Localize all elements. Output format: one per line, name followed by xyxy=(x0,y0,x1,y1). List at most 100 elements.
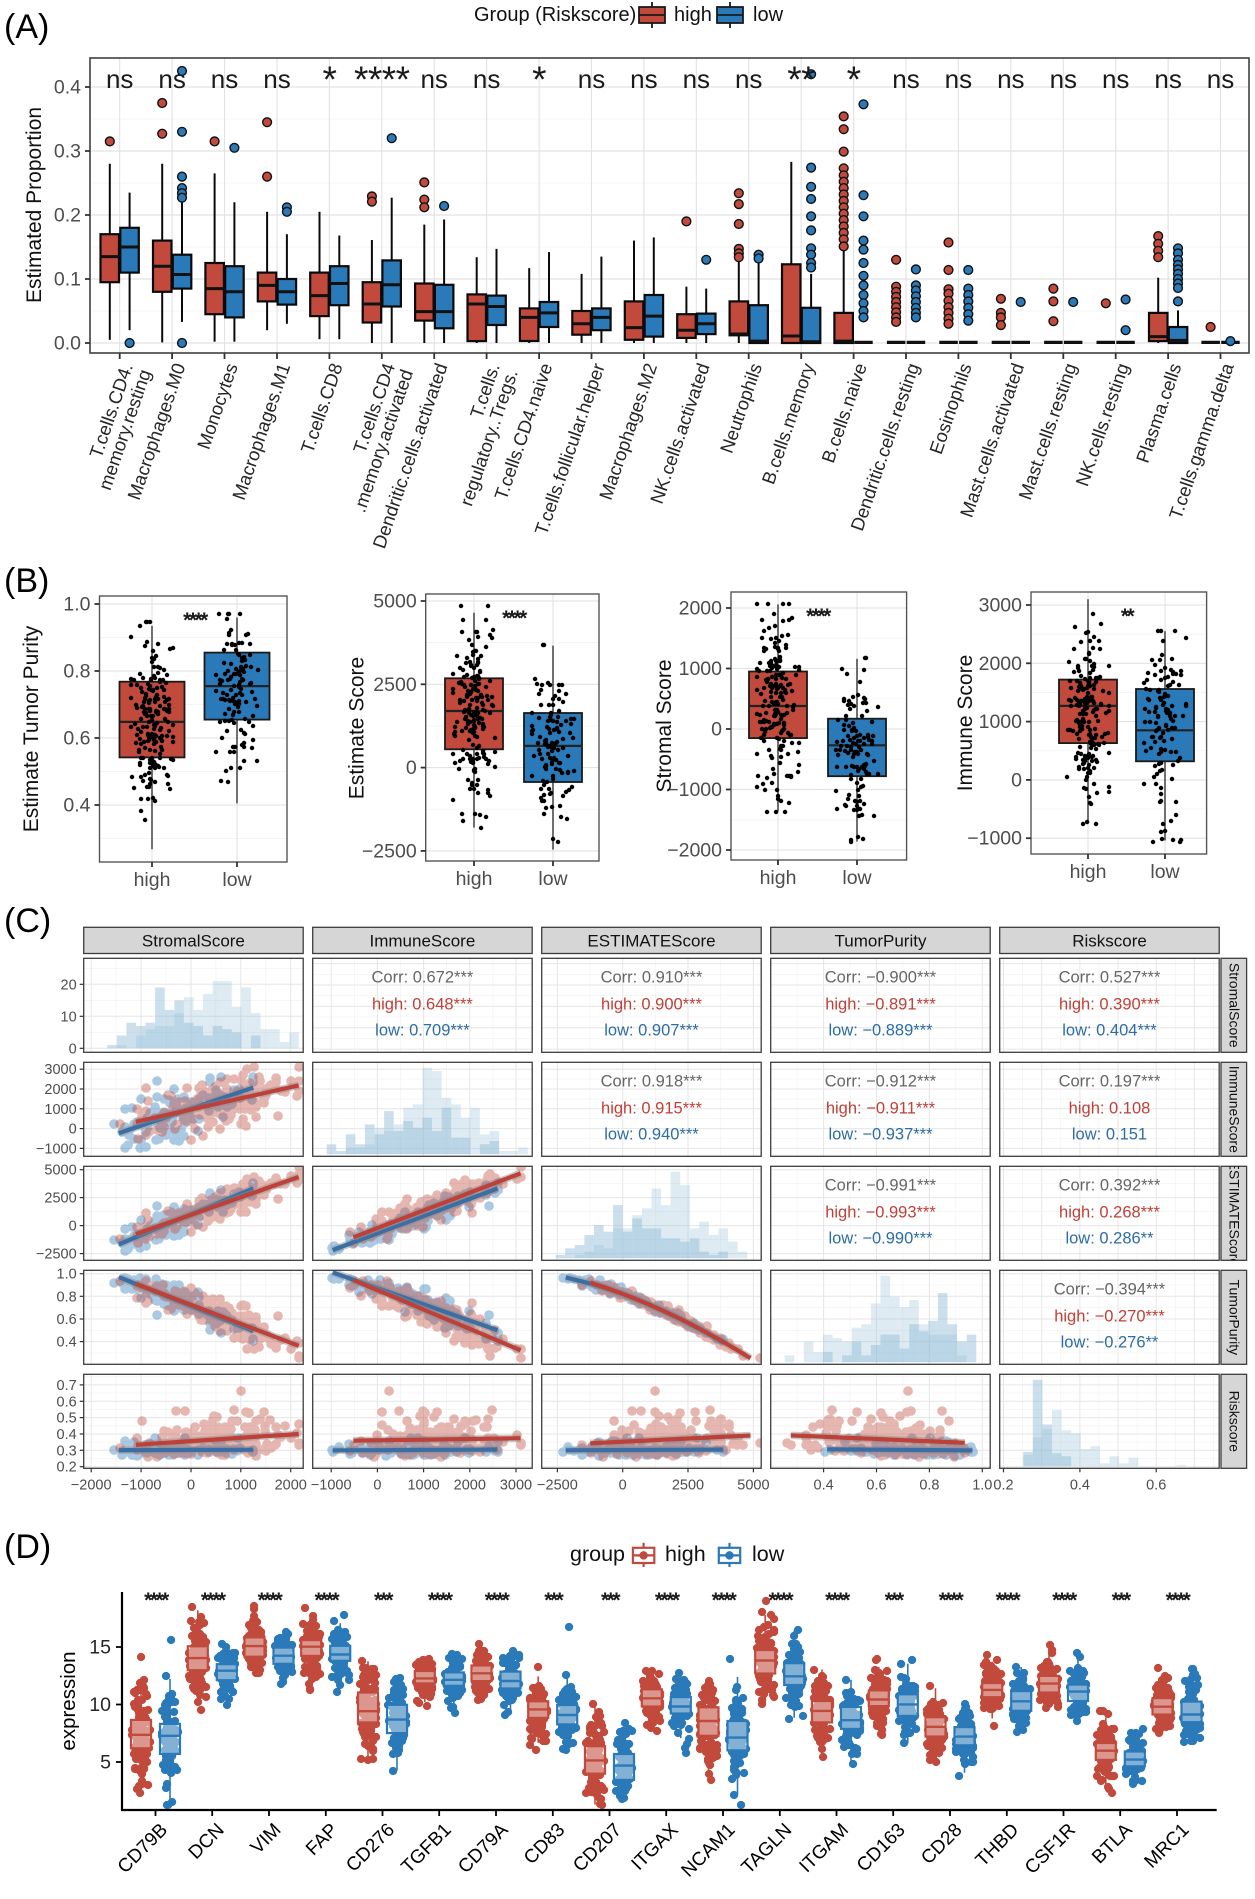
svg-text:ImmuneScore: ImmuneScore xyxy=(1227,1066,1243,1153)
svg-text:0.2: 0.2 xyxy=(57,1460,77,1476)
svg-text:low: −0.990***: low: −0.990*** xyxy=(828,1229,933,1247)
svg-text:5000: 5000 xyxy=(44,1163,76,1179)
svg-text:ns: ns xyxy=(1050,64,1077,94)
svg-text:15: 15 xyxy=(89,1637,111,1659)
svg-text:ns: ns xyxy=(683,64,710,94)
svg-text:1000: 1000 xyxy=(679,658,723,680)
svg-text:0.5: 0.5 xyxy=(57,1411,77,1427)
svg-text:low: −0.889***: low: −0.889*** xyxy=(828,1021,933,1039)
svg-text:1.0: 1.0 xyxy=(63,594,90,616)
svg-text:(A): (A) xyxy=(4,8,49,46)
svg-text:**: ** xyxy=(787,59,815,100)
svg-text:low: low xyxy=(1150,861,1180,883)
svg-text:2000: 2000 xyxy=(979,653,1023,675)
svg-text:0.4: 0.4 xyxy=(1070,1477,1090,1493)
svg-text:2000: 2000 xyxy=(454,1477,486,1493)
svg-text:****: **** xyxy=(712,1589,738,1612)
svg-text:0.6: 0.6 xyxy=(57,1394,77,1410)
svg-text:0: 0 xyxy=(187,1477,195,1493)
svg-text:TumorPurity: TumorPurity xyxy=(1227,1279,1243,1355)
svg-text:ESTIMATEScore: ESTIMATEScore xyxy=(1227,1161,1243,1267)
svg-text:****: **** xyxy=(768,1589,794,1612)
svg-text:high: 0.900***: high: 0.900*** xyxy=(601,995,702,1013)
svg-text:ns: ns xyxy=(158,64,185,94)
svg-text:low: 0.404***: low: 0.404*** xyxy=(1062,1021,1157,1039)
svg-text:−1000: −1000 xyxy=(121,1477,162,1493)
svg-text:Corr: −0.900***: Corr: −0.900*** xyxy=(825,968,937,986)
svg-text:low: 0.940***: low: 0.940*** xyxy=(604,1125,699,1143)
svg-text:−1000: −1000 xyxy=(967,828,1022,850)
svg-text:low: −0.276**: low: −0.276** xyxy=(1061,1333,1159,1351)
svg-text:20: 20 xyxy=(61,977,77,993)
svg-text:−2500: −2500 xyxy=(36,1247,77,1263)
svg-text:0.2: 0.2 xyxy=(993,1477,1013,1493)
svg-text:ns: ns xyxy=(892,64,919,94)
svg-text:ns: ns xyxy=(630,64,657,94)
svg-text:low: 0.286**: low: 0.286** xyxy=(1065,1229,1154,1247)
svg-text:Estimate Tumor Purity: Estimate Tumor Purity xyxy=(20,625,43,832)
svg-text:low: low xyxy=(842,867,872,889)
svg-text:****: **** xyxy=(314,1589,340,1612)
svg-text:high: −0.891***: high: −0.891*** xyxy=(825,995,936,1013)
svg-text:expression: expression xyxy=(57,1651,80,1750)
svg-text:****: **** xyxy=(485,1589,511,1612)
svg-text:****: **** xyxy=(995,1589,1021,1612)
svg-text:0: 0 xyxy=(69,1122,77,1138)
svg-text:0: 0 xyxy=(711,719,722,741)
svg-text:2000: 2000 xyxy=(44,1082,76,1098)
svg-text:*: * xyxy=(322,59,336,100)
svg-text:0.6: 0.6 xyxy=(63,728,90,750)
svg-text:2500: 2500 xyxy=(373,674,417,696)
svg-text:low: 0.907***: low: 0.907*** xyxy=(604,1021,699,1039)
svg-text:ns: ns xyxy=(578,64,605,94)
svg-text:****: **** xyxy=(1166,1589,1192,1612)
svg-text:5000: 5000 xyxy=(737,1477,769,1493)
svg-text:0.3: 0.3 xyxy=(57,1443,77,1459)
svg-text:ns: ns xyxy=(473,64,500,94)
svg-text:low: 0.709***: low: 0.709*** xyxy=(375,1021,470,1039)
svg-text:Corr: −0.912***: Corr: −0.912*** xyxy=(825,1072,937,1090)
svg-text:0.4: 0.4 xyxy=(57,1427,77,1443)
svg-text:0: 0 xyxy=(1011,769,1022,791)
svg-text:Corr: 0.918***: Corr: 0.918*** xyxy=(601,1072,703,1090)
svg-text:Corr: 0.910***: Corr: 0.910*** xyxy=(601,968,703,986)
svg-text:high: 0.648***: high: 0.648*** xyxy=(372,995,473,1013)
svg-text:ns: ns xyxy=(1154,64,1181,94)
svg-text:0.8: 0.8 xyxy=(63,661,90,683)
svg-text:low: low xyxy=(222,869,252,891)
svg-text:Corr: 0.392***: Corr: 0.392*** xyxy=(1059,1176,1161,1194)
svg-text:****: **** xyxy=(144,1589,170,1612)
svg-text:Corr: 0.672***: Corr: 0.672*** xyxy=(371,968,473,986)
svg-text:0.8: 0.8 xyxy=(919,1477,939,1493)
svg-text:0: 0 xyxy=(373,1477,381,1493)
svg-text:Corr: 0.197***: Corr: 0.197*** xyxy=(1059,1072,1161,1090)
svg-text:3000: 3000 xyxy=(979,595,1023,617)
svg-text:Corr: −0.991***: Corr: −0.991*** xyxy=(825,1176,937,1194)
svg-text:Corr: −0.394***: Corr: −0.394*** xyxy=(1054,1280,1166,1298)
svg-text:(B): (B) xyxy=(4,562,49,600)
svg-text:ns: ns xyxy=(420,64,447,94)
svg-text:Estimate Score: Estimate Score xyxy=(346,657,369,799)
svg-text:low: low xyxy=(752,1542,785,1566)
svg-text:2000: 2000 xyxy=(275,1477,307,1493)
svg-text:ns: ns xyxy=(735,64,762,94)
svg-text:****: **** xyxy=(825,1589,851,1612)
svg-text:0.3: 0.3 xyxy=(54,141,81,163)
svg-text:0.6: 0.6 xyxy=(57,1312,77,1328)
svg-text:0: 0 xyxy=(619,1477,627,1493)
svg-text:high: 0.915***: high: 0.915*** xyxy=(601,1099,702,1117)
svg-text:low: low xyxy=(538,868,568,890)
svg-text:high: high xyxy=(1070,861,1107,883)
svg-text:Riskscore: Riskscore xyxy=(1227,1391,1243,1453)
svg-text:****: **** xyxy=(806,605,832,628)
svg-text:Estimated Proportion: Estimated Proportion xyxy=(23,107,46,303)
svg-text:0.4: 0.4 xyxy=(63,795,90,817)
svg-text:ns: ns xyxy=(945,64,972,94)
svg-text:****: **** xyxy=(258,1589,284,1612)
svg-text:****: **** xyxy=(428,1589,454,1612)
svg-text:low: 0.151: low: 0.151 xyxy=(1072,1125,1147,1143)
svg-text:Immune Score: Immune Score xyxy=(954,655,977,792)
svg-text:(C): (C) xyxy=(4,902,51,940)
svg-text:low: −0.937***: low: −0.937*** xyxy=(828,1125,933,1143)
svg-text:ns: ns xyxy=(1102,64,1129,94)
